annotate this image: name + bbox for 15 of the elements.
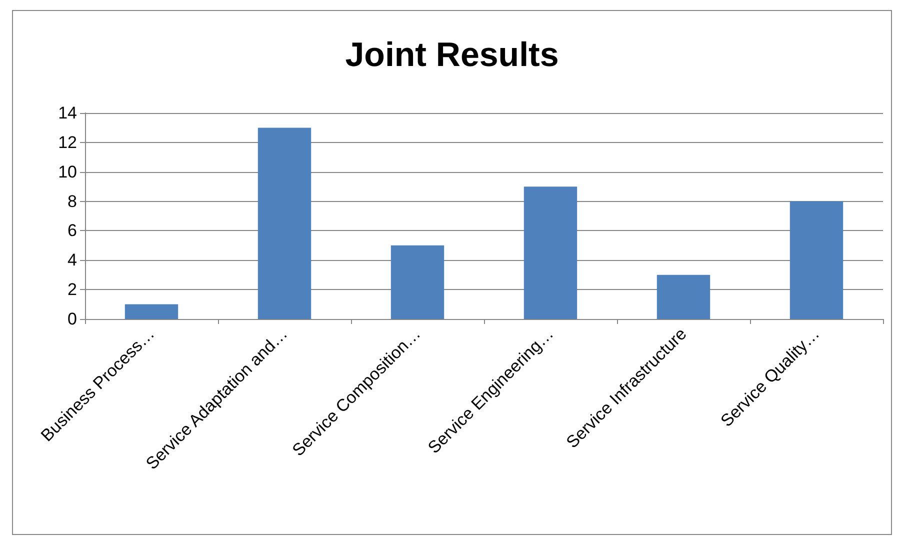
chart-title: Joint Results	[345, 36, 559, 74]
y-tick-label: 12	[58, 132, 77, 152]
y-tick-label: 4	[68, 250, 77, 270]
bar	[656, 274, 710, 319]
y-tick-label: 14	[58, 104, 77, 122]
bar	[258, 128, 312, 319]
y-tick-label: 0	[68, 310, 77, 328]
bar	[124, 304, 178, 319]
y-tick-label: 8	[68, 192, 77, 211]
y-tick-label: 2	[68, 280, 77, 300]
bar	[390, 245, 444, 319]
y-tick-label: 10	[58, 162, 77, 182]
bar	[524, 186, 578, 319]
bar	[790, 201, 844, 319]
y-tick-label: 6	[68, 221, 77, 240]
